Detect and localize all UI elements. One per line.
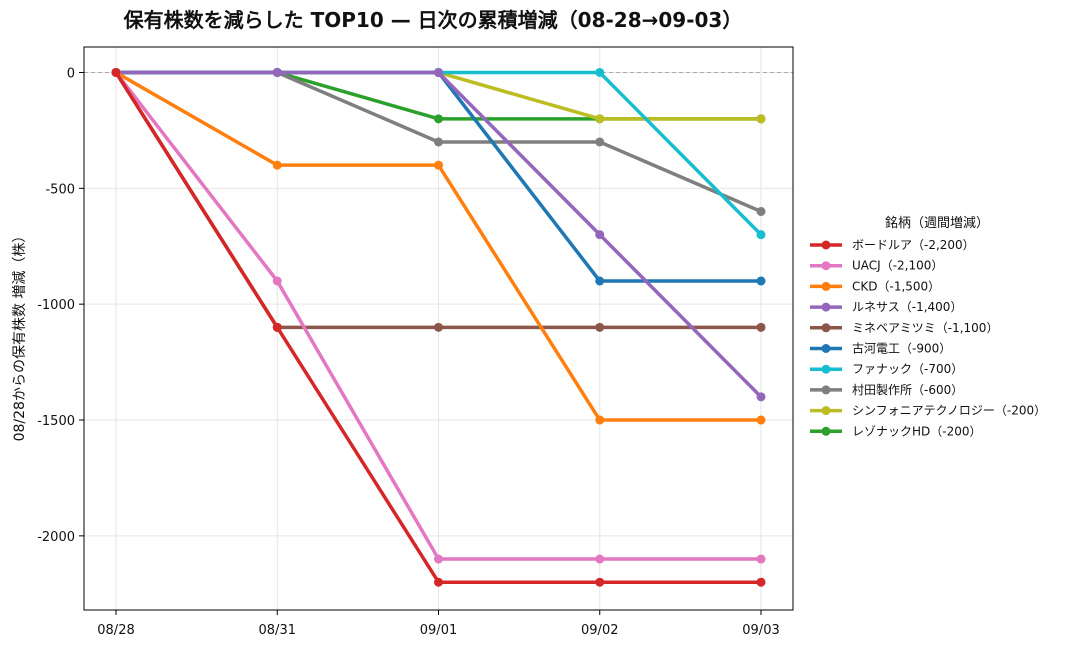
- y-tick-label: -1500: [37, 414, 75, 429]
- data-point: [111, 67, 121, 77]
- legend: 銘柄（週間増減） ボードルア（-2,200） UACJ（-2,100） CKD（-1…: [810, 215, 1046, 438]
- y-axis-label: 08/28からの保有株数 増減（株）: [11, 229, 28, 442]
- legend-label: 古河電工（-900）: [852, 341, 951, 356]
- data-point: [595, 554, 605, 564]
- legend-swatch-marker: [821, 302, 831, 312]
- legend-label: ルネサス（-1,400）: [852, 300, 962, 314]
- data-point: [434, 67, 443, 77]
- legend-swatch-marker: [821, 261, 831, 271]
- legend-swatch-marker: [821, 364, 831, 374]
- legend-item: 古河電工（-900）: [810, 341, 951, 356]
- legend-swatch-marker: [821, 344, 831, 353]
- data-point: [756, 114, 766, 124]
- data-point: [434, 322, 443, 332]
- x-tick-label: 08/31: [259, 623, 296, 638]
- data-point: [756, 415, 766, 425]
- legend-item: 村田製作所（-600）: [810, 383, 963, 397]
- data-point: [756, 392, 766, 402]
- legend-item: UACJ（-2,100）: [810, 259, 943, 273]
- legend-swatch-marker: [821, 426, 831, 436]
- x-tick-label: 09/02: [581, 623, 618, 638]
- y-tick-label: -1000: [37, 298, 75, 313]
- data-point: [595, 137, 605, 147]
- legend-label: 村田製作所（-600）: [852, 383, 963, 397]
- data-point: [756, 554, 766, 564]
- legend-label: UACJ（-2,100）: [852, 259, 943, 273]
- data-point: [756, 206, 766, 216]
- legend-label: シンフォニアテクノロジー（-200）: [852, 404, 1046, 418]
- x-tick-label: 09/01: [420, 623, 457, 638]
- legend-item: ファナック（-700）: [810, 362, 963, 376]
- data-point: [595, 577, 605, 587]
- data-point: [595, 230, 605, 240]
- legend-label: ボードルア（-2,200）: [852, 238, 975, 252]
- data-point: [434, 114, 443, 124]
- data-point: [595, 322, 605, 332]
- legend-item: CKD（-1,500）: [810, 279, 940, 293]
- y-tick-label: -500: [45, 182, 75, 197]
- legend-swatch-marker: [821, 240, 831, 250]
- legend-swatch-marker: [821, 406, 831, 416]
- data-point: [756, 230, 766, 240]
- data-point: [434, 160, 443, 170]
- data-point: [434, 554, 443, 564]
- legend-title: 銘柄（週間増減）: [885, 215, 989, 231]
- x-tick-label: 09/03: [742, 623, 779, 638]
- legend-label: レゾナックHD（-200）: [852, 424, 982, 438]
- legend-item: ミネベアミツミ（-1,100）: [810, 321, 998, 335]
- legend-label: ファナック（-700）: [852, 362, 963, 376]
- x-axis: 08/28 08/31 09/01 09/02 09/03: [97, 610, 780, 638]
- data-point: [595, 67, 605, 77]
- legend-label: ミネベアミツミ（-1,100）: [852, 321, 998, 335]
- data-point: [756, 577, 766, 587]
- y-tick-label: 0: [67, 66, 75, 81]
- legend-swatch-marker: [821, 385, 831, 395]
- legend-item: シンフォニアテクノロジー（-200）: [810, 404, 1046, 418]
- legend-item: ルネサス（-1,400）: [810, 300, 962, 314]
- data-point: [272, 322, 282, 332]
- y-axis: 0 -500 -1000 -1500 -2000: [37, 66, 84, 545]
- series-layer: [111, 67, 766, 587]
- legend-item: レゾナックHD（-200）: [810, 424, 982, 438]
- data-point: [595, 276, 605, 286]
- data-point: [272, 160, 282, 170]
- data-point: [756, 276, 766, 286]
- data-point: [272, 67, 282, 77]
- legend-label: CKD（-1,500）: [852, 279, 940, 293]
- legend-item: ボードルア（-2,200）: [810, 238, 975, 252]
- y-tick-label: -2000: [37, 530, 75, 545]
- data-point: [434, 137, 443, 147]
- data-point: [272, 276, 282, 286]
- data-point: [595, 114, 605, 124]
- legend-swatch-marker: [821, 281, 831, 291]
- data-point: [434, 577, 443, 587]
- x-tick-label: 08/28: [97, 623, 134, 638]
- series-0: [111, 67, 766, 587]
- legend-items: ボードルア（-2,200） UACJ（-2,100） CKD（-1,500） ルネサス…: [810, 238, 1046, 438]
- data-point: [756, 322, 766, 332]
- chart-title: 保有株数を減らした TOP10 — 日次の累積増減（08-28→09-03）: [123, 8, 743, 32]
- legend-swatch-marker: [821, 323, 831, 333]
- data-point: [595, 415, 605, 425]
